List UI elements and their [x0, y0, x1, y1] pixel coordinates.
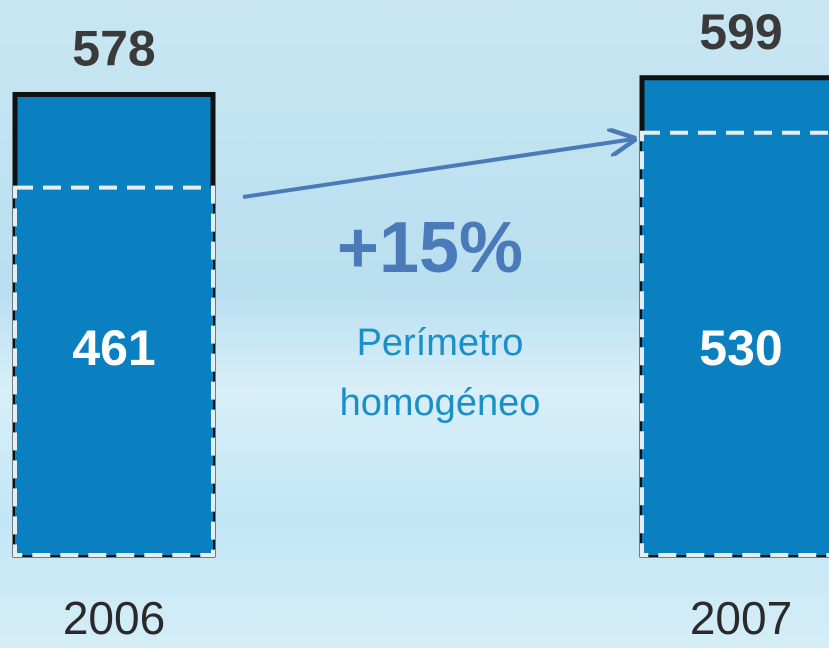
x-tick-label: 2007	[690, 592, 792, 644]
x-tick-label: 2006	[63, 592, 165, 644]
inner-label: 461	[72, 320, 155, 376]
homogeneous-bar	[640, 130, 829, 557]
inner-label: 530	[699, 320, 782, 376]
total-label: 578	[72, 21, 155, 77]
arrow	[242, 139, 634, 199]
growth-label: +15%	[337, 208, 523, 288]
note-line: homogéneo	[340, 382, 541, 424]
homogeneous-bar	[13, 185, 215, 557]
total-label: 599	[699, 4, 782, 60]
note-line: Perímetro	[357, 322, 524, 364]
